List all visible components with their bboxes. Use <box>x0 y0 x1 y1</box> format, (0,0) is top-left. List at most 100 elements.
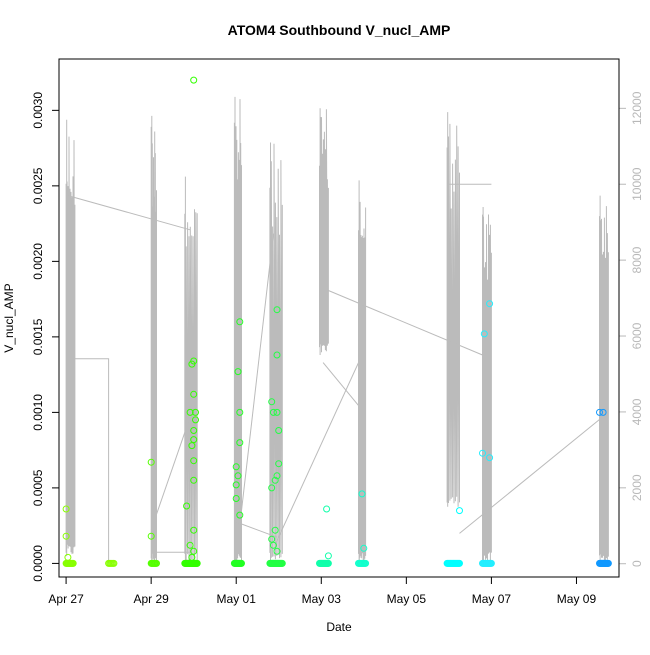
data-point <box>269 408 277 416</box>
data-point <box>360 544 368 552</box>
data-point <box>596 408 603 416</box>
data-point <box>275 427 283 434</box>
data-point <box>153 559 160 567</box>
x-axis-title: Date <box>326 620 352 634</box>
y-right-tick-label: 12000 <box>630 91 644 125</box>
data-point <box>268 398 276 406</box>
data-point <box>456 507 463 515</box>
data-point <box>62 505 70 513</box>
data-point <box>234 368 242 376</box>
gray-series-connector <box>67 195 191 231</box>
data-point <box>188 360 196 368</box>
data-point <box>232 481 240 489</box>
data-point <box>186 541 194 549</box>
gray-series-connector <box>236 521 278 538</box>
data-point <box>323 505 331 513</box>
data-point <box>362 559 370 567</box>
data-point <box>190 526 198 534</box>
data-point <box>480 330 488 338</box>
data-point <box>238 559 245 567</box>
y-left-tick-label: 0.0020 <box>31 243 45 280</box>
gray-series-burst <box>358 180 367 564</box>
data-point <box>147 532 155 540</box>
y-right-tick-label: 0 <box>630 560 644 567</box>
data-point <box>190 547 198 555</box>
data-point <box>190 427 198 434</box>
data-point <box>599 408 607 416</box>
points-layer <box>62 76 612 567</box>
data-point <box>147 458 155 466</box>
gray-series-burst <box>150 115 157 564</box>
data-point <box>64 553 72 561</box>
gray-series-layer <box>65 96 609 564</box>
data-point <box>271 526 279 534</box>
data-point <box>69 559 77 567</box>
y-right-tick-label: 6000 <box>630 322 644 349</box>
data-point <box>324 552 332 560</box>
data-point <box>236 511 244 519</box>
gray-series-burst <box>599 195 609 564</box>
y-right-tick-label: 4000 <box>630 398 644 425</box>
plot-frame <box>58 58 620 578</box>
gray-series-connector <box>459 419 600 534</box>
data-point <box>278 559 286 567</box>
data-point <box>234 472 242 480</box>
x-tick-label: May 05 <box>387 592 427 606</box>
gray-series-connector <box>328 290 483 356</box>
data-point <box>271 476 279 484</box>
data-point <box>236 318 244 326</box>
data-point <box>190 76 198 84</box>
x-tick-label: Apr 29 <box>133 592 169 606</box>
data-point <box>273 306 281 314</box>
gray-series-burst <box>482 207 492 564</box>
data-point <box>190 476 198 484</box>
data-point <box>486 454 494 462</box>
data-point <box>358 490 366 498</box>
y-left-tick-label: 0.0030 <box>31 92 45 129</box>
x-tick-label: May 03 <box>302 592 342 606</box>
data-point <box>183 502 191 510</box>
gray-series-connector <box>274 354 363 545</box>
data-point <box>604 559 612 567</box>
data-point <box>273 351 281 359</box>
gray-series-connector <box>241 233 274 511</box>
data-point <box>487 559 495 567</box>
data-point <box>273 472 281 480</box>
data-point <box>193 559 201 567</box>
data-point <box>273 408 281 416</box>
gray-series-connector <box>67 358 110 564</box>
y-left-tick-label: 0.0000 <box>31 545 45 582</box>
gray-series-burst <box>65 119 76 557</box>
data-point <box>479 449 486 457</box>
data-point <box>324 559 332 567</box>
axes-layer: Apr 27 Apr 29 May 01 May 03 May 05 May 07 May … <box>31 91 644 606</box>
gray-series-burst <box>233 96 242 564</box>
data-point <box>186 408 194 416</box>
x-tick-label: Apr 27 <box>48 592 84 606</box>
data-point <box>486 300 494 308</box>
data-point <box>192 416 199 424</box>
gray-series-burst <box>446 112 460 507</box>
data-point <box>275 460 283 468</box>
data-point <box>273 547 281 555</box>
y-left-tick-label: 0.0010 <box>31 394 45 431</box>
data-point <box>190 390 198 398</box>
chart-title: ATOM4 Southbound V_nucl_AMP <box>228 22 451 38</box>
data-point <box>62 532 70 540</box>
x-tick-label: May 07 <box>472 592 512 606</box>
data-point <box>190 457 198 465</box>
data-point <box>188 442 196 450</box>
data-point <box>269 541 277 549</box>
x-tick-label: May 01 <box>217 592 257 606</box>
y-right-tick-label: 2000 <box>630 474 644 501</box>
gray-series-connector <box>322 362 365 413</box>
data-point <box>236 439 244 447</box>
y-left-tick-label: 0.0005 <box>31 469 45 506</box>
data-point <box>268 535 276 543</box>
gray-series-burst <box>269 142 283 564</box>
y-right-tick-label: 8000 <box>630 246 644 273</box>
y-axis-title: V_nucl_AMP <box>2 283 16 352</box>
data-point <box>188 553 196 561</box>
